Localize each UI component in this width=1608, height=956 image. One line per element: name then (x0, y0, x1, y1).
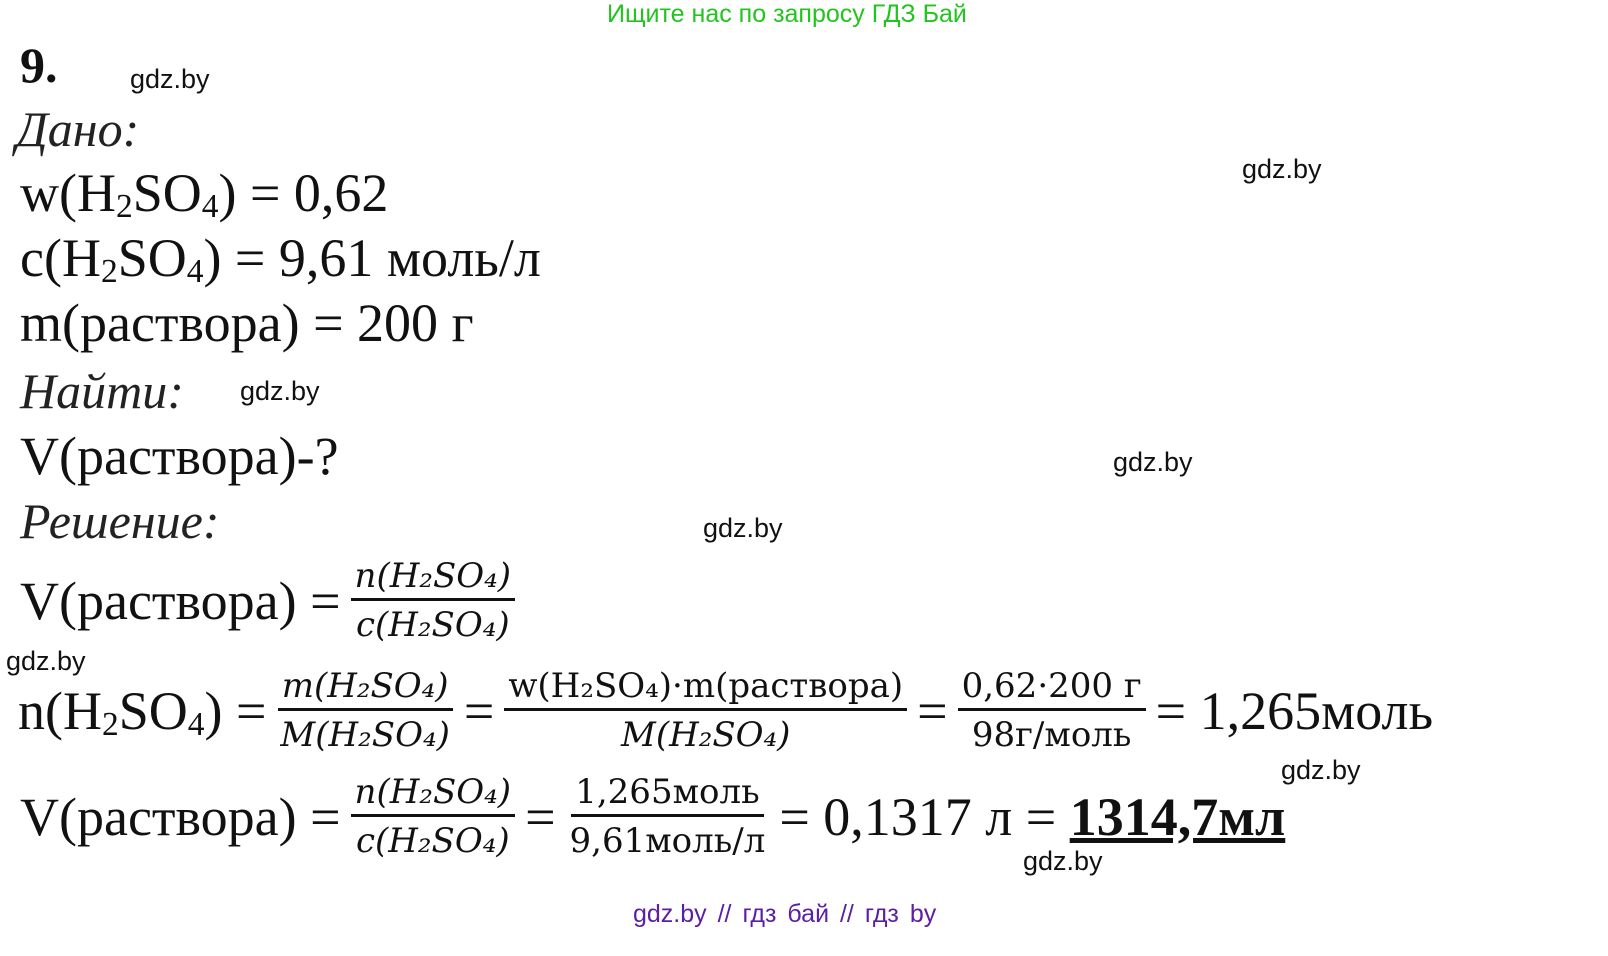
given-concentration: c(H2SO4) = 9,61 моль/л (20, 228, 541, 291)
watermark: gdz.by (1281, 755, 1361, 785)
equation-volume-result: V(раствора) = n(H₂SO₄) c(H₂SO₄) = 1,265мо… (20, 772, 1286, 861)
find-heading: Найти: (20, 363, 184, 419)
footer-links[interactable]: gdz.by // гдз бай // гдз by (633, 900, 937, 928)
problem-number: 9. (20, 37, 58, 93)
watermark: gdz.by (1023, 846, 1103, 876)
find-line: V(раствора)-? (20, 426, 339, 486)
equation-volume-formula: V(раствора) = n(H₂SO₄) c(H₂SO₄) (20, 556, 525, 645)
given-solution-mass: m(раствора) = 200 г (20, 293, 474, 353)
watermark: gdz.by (130, 64, 210, 94)
given-heading: Дано: (16, 101, 140, 157)
search-banner[interactable]: Ищите нас по запросу ГДЗ Бай (607, 0, 967, 28)
watermark: gdz.by (240, 376, 320, 406)
watermark: gdz.by (1242, 154, 1322, 184)
equation-moles: n(H2SO4) = m(H₂SO₄) M(H₂SO₄) = w(H₂SO₄)·m… (18, 666, 1434, 755)
watermark: gdz.by (1113, 447, 1193, 477)
given-mass-fraction: w(H2SO4) = 0,62 (20, 163, 389, 226)
watermark: gdz.by (703, 513, 783, 543)
final-answer: 1314,7мл (1069, 786, 1286, 847)
watermark: gdz.by (6, 646, 86, 676)
solution-heading: Решение: (20, 493, 220, 549)
